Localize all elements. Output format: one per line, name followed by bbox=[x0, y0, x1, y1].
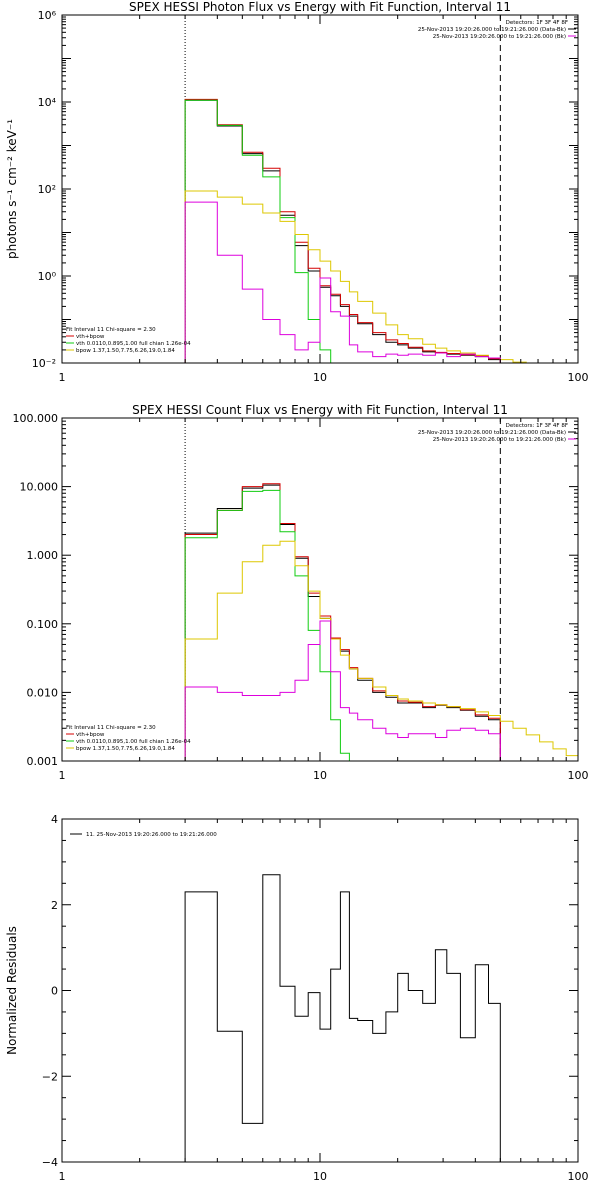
legend-title: Fit Interval 11 Chi-square = 2.30 bbox=[66, 327, 156, 333]
series-group bbox=[184, 483, 578, 761]
legend-entry: vth+bpow bbox=[76, 334, 105, 340]
y-axis-label: photons s⁻¹ cm⁻² keV⁻¹ bbox=[5, 119, 19, 259]
legend-title: Fit Interval 11 Chi-square = 2.30 bbox=[66, 725, 156, 731]
x-tick-label: 100 bbox=[568, 1170, 589, 1183]
y-tick-label: −4 bbox=[42, 1156, 58, 1169]
y-tick-label: 10⁶ bbox=[38, 9, 57, 22]
y-tick-label: 0.100 bbox=[27, 618, 59, 631]
legend-entry: bpow 1.37,1.50,7.75,6.26,19.0,1.84 bbox=[76, 348, 175, 354]
x-tick-label: 100 bbox=[568, 371, 589, 384]
series-bk bbox=[184, 201, 501, 363]
y-axis-label: Normalized Residuals bbox=[5, 926, 19, 1055]
x-tick-label: 10 bbox=[313, 1170, 327, 1183]
y-tick-label: 10⁻² bbox=[32, 357, 56, 370]
series-bk bbox=[184, 620, 501, 761]
y-tick-label: 10⁴ bbox=[38, 96, 57, 109]
series-bpow bbox=[184, 540, 578, 761]
y-tick-label: 0 bbox=[51, 985, 58, 998]
series-bpow bbox=[184, 190, 527, 363]
legend-entry: 25-Nov-2013 19:20:26.000 to 19:21:26.000… bbox=[418, 27, 566, 33]
y-tick-label: 10.000 bbox=[20, 481, 59, 494]
legend-entry: 25-Nov-2013 19:20:26.000 to 19:21:26.000… bbox=[418, 430, 566, 436]
series-group bbox=[184, 98, 527, 363]
y-tick-label: 10² bbox=[38, 183, 56, 196]
y-tick-label: −2 bbox=[42, 1070, 58, 1083]
legend-entry: vth 0.0110,0.895,1.00 full chian 1.26e-0… bbox=[76, 341, 191, 347]
y-tick-label: 10⁰ bbox=[38, 270, 57, 283]
x-tick-label: 1 bbox=[59, 769, 66, 782]
series-group bbox=[184, 874, 501, 1162]
x-tick-label: 1 bbox=[59, 371, 66, 384]
series-data bbox=[184, 99, 501, 363]
legend-left: Fit Interval 11 Chi-square = 2.30vth+bpo… bbox=[66, 725, 191, 752]
x-tick-label: 10 bbox=[313, 371, 327, 384]
legend-entry: vth+bpow bbox=[76, 732, 105, 738]
y-tick-label: 0.010 bbox=[27, 686, 59, 699]
legend-entry: bpow 1.37,1.50,7.75,6.26,19.0,1.84 bbox=[76, 746, 175, 752]
legend-entry: vth 0.0110,0.895,1.00 full chian 1.26e-0… bbox=[76, 739, 191, 745]
x-tick-label: 1 bbox=[59, 1170, 66, 1183]
legend-entry: 25-Nov-2013 19:20:26.000 to 19:21:26.000… bbox=[433, 34, 566, 40]
series-vth bbox=[184, 489, 350, 761]
legend-left: Fit Interval 11 Chi-square = 2.30vth+bpo… bbox=[66, 327, 191, 354]
legend-title: Detectors: 1F 3F 4F 8F bbox=[506, 423, 568, 429]
x-tick-label: 100 bbox=[568, 769, 589, 782]
chart-count: SPEX HESSI Count Flux vs Energy with Fit… bbox=[13, 403, 589, 782]
y-tick-label: 2 bbox=[51, 899, 58, 912]
chart-title: SPEX HESSI Photon Flux vs Energy with Fi… bbox=[129, 0, 511, 14]
legend-title: Detectors: 1F 3F 4F 8F bbox=[506, 20, 568, 26]
y-tick-label: 1.000 bbox=[27, 549, 59, 562]
x-tick-label: 10 bbox=[313, 769, 327, 782]
chart-residuals: 1 10 100 −4 −2 0 2 4 Normalized Residuals 11. 25-… bbox=[5, 813, 589, 1183]
series-total bbox=[184, 98, 501, 363]
chart-photon: SPEX HESSI Photon Flux vs Energy with Fi… bbox=[5, 0, 589, 384]
y-tick-label: 100.000 bbox=[13, 412, 59, 425]
y-tick-label: 4 bbox=[51, 813, 58, 826]
legend-left-top: 11. 25-Nov-2013 19:20:26.000 to 19:21:26… bbox=[70, 832, 217, 838]
legend-entry: 25-Nov-2013 19:20:26.000 to 19:21:26.000… bbox=[433, 437, 566, 443]
legend-entry: 11. 25-Nov-2013 19:20:26.000 to 19:21:26… bbox=[86, 832, 217, 838]
series-vth bbox=[184, 99, 332, 363]
chart-title: SPEX HESSI Count Flux vs Energy with Fit… bbox=[132, 403, 508, 417]
y-tick-label: 0.001 bbox=[27, 755, 59, 768]
series-data bbox=[184, 874, 501, 1162]
